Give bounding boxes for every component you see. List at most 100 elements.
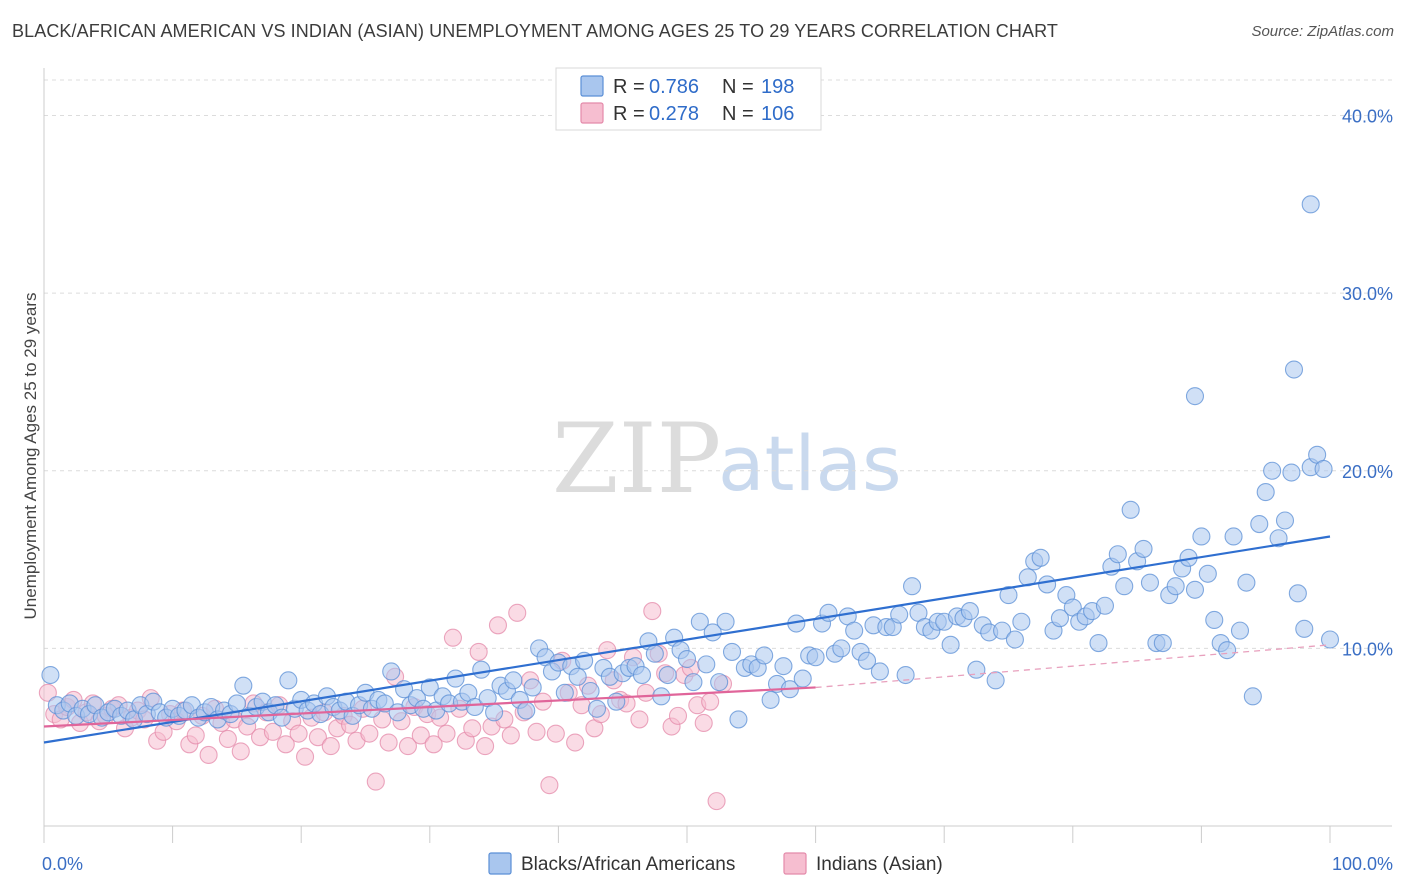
y-axis-title: Unemployment Among Ages 25 to 29 years [21,293,40,620]
point-blacks [523,678,542,697]
point-blacks [896,665,915,685]
point-blacks [710,673,729,692]
legend-n-label-indians: N = [722,103,754,125]
bottom-legend-label-indians: Indians (Asian) [816,854,943,875]
point-blacks [716,612,735,631]
point-blacks [1031,548,1050,567]
point-indians [501,726,520,745]
point-blacks [1038,575,1057,594]
point-blacks [1218,641,1237,660]
point-blacks [870,662,889,681]
point-blacks [227,694,246,713]
point-blacks [999,586,1018,605]
point-blacks [677,649,697,669]
point-blacks [1095,596,1114,615]
point-indians [296,747,315,766]
point-blacks [1012,612,1031,631]
point-blacks [555,683,574,702]
point-blacks [1153,634,1172,653]
point-indians [694,713,713,733]
point-blacks [279,671,298,690]
point-blacks [1275,511,1295,530]
point-blacks [581,681,600,701]
bottom-legend-swatch-blacks [488,852,512,875]
point-blacks [806,648,825,667]
point-blacks [1005,630,1024,649]
y-tick-labels: 10.0% 20.0% 30.0% 40.0% [1342,107,1393,660]
point-blacks [1050,609,1069,628]
point-blacks [960,602,979,621]
trend-line-indians [43,686,816,728]
point-indians [38,683,57,702]
point-blacks [465,697,484,717]
series-blacks-points [41,195,1340,729]
point-blacks [793,669,812,688]
point-indians [598,641,617,660]
source-label: Source: ZipAtlas.com [1251,23,1394,40]
watermark-zip: ZIP [552,403,721,515]
point-blacks [1320,630,1340,649]
point-blacks [761,690,780,709]
point-indians [566,733,585,752]
legend-n-label-blacks: N = [722,76,754,98]
point-blacks [1230,621,1250,640]
point-indians [199,745,218,765]
point-blacks [375,694,394,713]
point-blacks [472,660,491,679]
point-blacks [845,621,864,640]
trend-line-indians-extension [815,644,1331,689]
point-blacks [1256,483,1275,502]
point-indians [707,792,726,811]
point-blacks [993,621,1012,640]
point-indians [437,724,456,743]
point-blacks [755,646,774,665]
point-indians [231,742,250,761]
y-tick-label: 10.0% [1342,639,1393,659]
point-indians [360,724,379,743]
point-blacks [1269,529,1288,548]
watermark-atlas: atlas [718,419,902,508]
point-blacks [632,665,652,685]
point-indians [469,642,488,661]
point-blacks [1134,539,1153,558]
point-indians [701,692,720,711]
point-blacks [890,605,909,624]
bottom-legend-swatch-indians [783,852,807,875]
point-indians [508,603,527,622]
point-blacks [1263,461,1282,480]
point-blacks [1243,687,1262,706]
point-indians [443,628,462,647]
point-blacks [1224,527,1243,546]
point-indians [398,737,417,756]
point-indians [540,776,559,795]
point-blacks [1198,564,1217,583]
point-indians [546,724,565,743]
point-blacks [1185,580,1205,599]
point-blacks [1295,619,1314,638]
point-indians [630,710,649,729]
point-indians [321,737,340,756]
point-blacks [684,673,703,692]
point-indians [276,735,295,754]
point-blacks [902,577,922,596]
point-indians [636,683,655,702]
y-tick-label: 30.0% [1342,284,1393,304]
legend-r-value-blacks: 0.786 [649,76,699,98]
point-blacks [941,635,960,654]
point-indians [379,733,398,752]
point-blacks [1089,634,1108,653]
point-indians [186,726,205,745]
point-indians [289,724,308,743]
point-indians [424,735,443,754]
point-blacks [1237,573,1256,592]
point-blacks [986,671,1005,690]
point-blacks [485,703,504,722]
point-blacks [41,665,60,685]
legend-swatch-blacks [580,75,604,97]
x-tick-label-max: 100.0% [1332,854,1393,874]
point-blacks [1301,195,1320,214]
point-indians [263,722,282,741]
legend-r-value-indians: 0.278 [649,103,699,125]
y-tick-label: 20.0% [1342,462,1393,482]
